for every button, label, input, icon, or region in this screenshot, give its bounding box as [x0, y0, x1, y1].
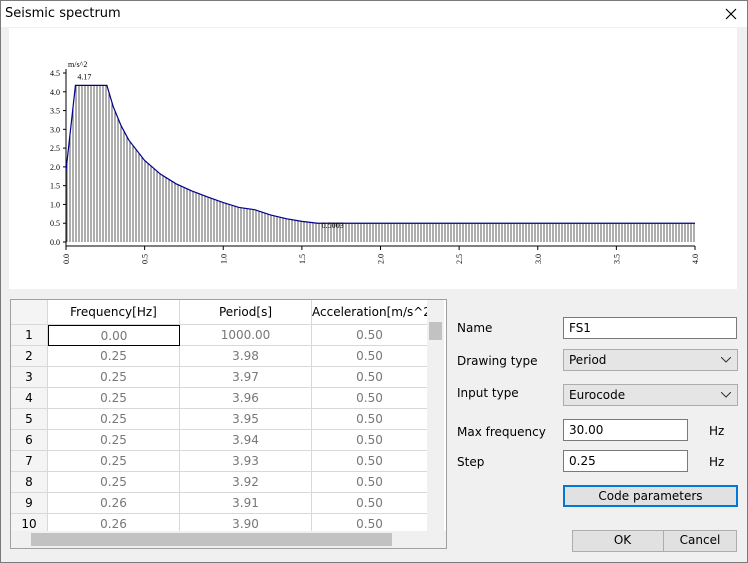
scroll-thumb[interactable]	[429, 322, 442, 340]
x-tick-label: 0.5	[141, 254, 150, 264]
input-type-select[interactable]: Eurocode	[563, 384, 738, 406]
table-cell[interactable]: 3.92	[180, 472, 312, 493]
y-tick-label: 2.5	[50, 144, 60, 153]
column-header: Frequency[Hz]	[48, 300, 180, 325]
y-tick-label: 0.0	[50, 238, 60, 247]
vertical-scrollbar	[427, 300, 444, 531]
select-value: Eurocode	[569, 388, 626, 402]
y-tick-label: 4.0	[50, 88, 60, 97]
scroll-thumb[interactable]	[31, 533, 392, 546]
row-header: 1	[11, 325, 48, 346]
table-cell[interactable]: 1000.00	[180, 325, 312, 346]
spectrum-line	[65, 84, 695, 224]
table-cell[interactable]: 0.50	[312, 325, 428, 346]
y-tick-label: 3.0	[50, 125, 60, 134]
table-cell[interactable]: 0.25	[48, 346, 180, 367]
row-header: 8	[11, 472, 48, 493]
table-cell[interactable]: 3.95	[180, 409, 312, 430]
corner-cell	[11, 300, 48, 325]
table-cell[interactable]: 3.94	[180, 430, 312, 451]
step-input[interactable]: 0.25	[563, 450, 688, 472]
x-tick-label: 3.5	[612, 254, 621, 264]
chart-panel: m/s^2 0.0 0.5 1.0 1.5 2.0 2.5 3.0 3.5 4.0 4.5 0.0 0.…	[9, 28, 737, 289]
drawing-type-label: Drawing type	[457, 354, 538, 368]
max-frequency-label: Max frequency	[457, 425, 546, 439]
name-label: Name	[457, 321, 493, 335]
table-cell[interactable]: 0.25	[48, 451, 180, 472]
row-header: 7	[11, 451, 48, 472]
x-tick-label: 1.5	[298, 254, 307, 264]
y-tick-label: 2.0	[50, 163, 60, 172]
data-grid: Frequency[Hz] Period[s] Acceleration[m/s^2…	[10, 299, 447, 549]
title-bar	[1, 1, 747, 27]
x-tick-label: 4.0	[691, 254, 700, 264]
dropdown-arrow	[721, 357, 731, 363]
y-unit: m/s^2	[68, 60, 87, 69]
table-cell[interactable]: 0.50	[312, 472, 428, 493]
column-header: Period[s]	[180, 300, 312, 325]
input-type-label: Input type	[457, 386, 519, 400]
step-label: Step	[457, 455, 485, 469]
table-cell[interactable]: 0.50	[312, 346, 428, 367]
table-cell[interactable]: 3.97	[180, 367, 312, 388]
table-cell[interactable]: 0.50	[312, 388, 428, 409]
table-cell[interactable]: 0.26	[48, 493, 180, 514]
x-tick-label: 3.0	[534, 254, 543, 264]
table-cell[interactable]: 0.50	[312, 430, 428, 451]
table-cell[interactable]: 0.50	[312, 451, 428, 472]
column-header: Acceleration[m/s^2	[312, 300, 428, 325]
row-header: 4	[11, 388, 48, 409]
table-cell[interactable]: 3.93	[180, 451, 312, 472]
table-cell[interactable]: 0.50	[312, 493, 428, 514]
row-header: 9	[11, 493, 48, 514]
x-tick-label: 1.0	[219, 254, 228, 264]
table-cell[interactable]: 0.50	[312, 409, 428, 430]
x-tick-label: 2.0	[377, 254, 386, 264]
y-tick-label: 0.5	[50, 219, 60, 228]
code-parameters-button[interactable]: Code parameters	[563, 485, 738, 507]
select-value: Period	[569, 353, 607, 367]
x-tick-label: 2.5	[455, 254, 464, 264]
table-cell[interactable]: 0.25	[48, 367, 180, 388]
x-tick-label: 0.0	[62, 254, 71, 264]
row-header: 5	[11, 409, 48, 430]
unit-label: Hz	[709, 455, 725, 469]
table-cell[interactable]: 0.25	[48, 472, 180, 493]
table-cell[interactable]: 3.98	[180, 346, 312, 367]
annotation: 4.17	[77, 72, 91, 81]
unit-label: Hz	[709, 424, 725, 438]
cancel-button[interactable]: Cancel	[663, 530, 737, 552]
table-cell[interactable]: 0.25	[48, 388, 180, 409]
annotation: 0.5003	[322, 221, 344, 230]
dialog-title: Seismic spectrum	[5, 6, 121, 21]
table-cell[interactable]: 3.91	[180, 493, 312, 514]
y-tick-label: 1.5	[50, 182, 60, 191]
max-frequency-input[interactable]: 30.00	[563, 419, 688, 441]
drawing-type-select[interactable]: Period	[563, 349, 738, 371]
close-button[interactable]	[719, 3, 743, 25]
y-tick-label: 4.5	[50, 69, 60, 78]
chart: m/s^2 0.0 0.5 1.0 1.5 2.0 2.5 3.0 3.5 4.0 4.5 0.0 0.…	[50, 60, 700, 264]
table-cell[interactable]: 0.25	[48, 430, 180, 451]
table-cell[interactable]: 0.00	[48, 325, 180, 346]
area-fill	[66, 85, 695, 242]
table-cell[interactable]: 0.50	[312, 367, 428, 388]
name-input[interactable]: FS1	[563, 317, 737, 339]
row-header: 2	[11, 346, 48, 367]
dropdown-arrow	[721, 392, 731, 398]
row-header: 3	[11, 367, 48, 388]
table-cell[interactable]: 0.25	[48, 409, 180, 430]
table-cell[interactable]: 3.96	[180, 388, 312, 409]
y-tick-label: 1.0	[50, 200, 60, 209]
row-header: 6	[11, 430, 48, 451]
y-tick-label: 3.5	[50, 107, 60, 116]
ok-button[interactable]: OK	[572, 530, 673, 552]
